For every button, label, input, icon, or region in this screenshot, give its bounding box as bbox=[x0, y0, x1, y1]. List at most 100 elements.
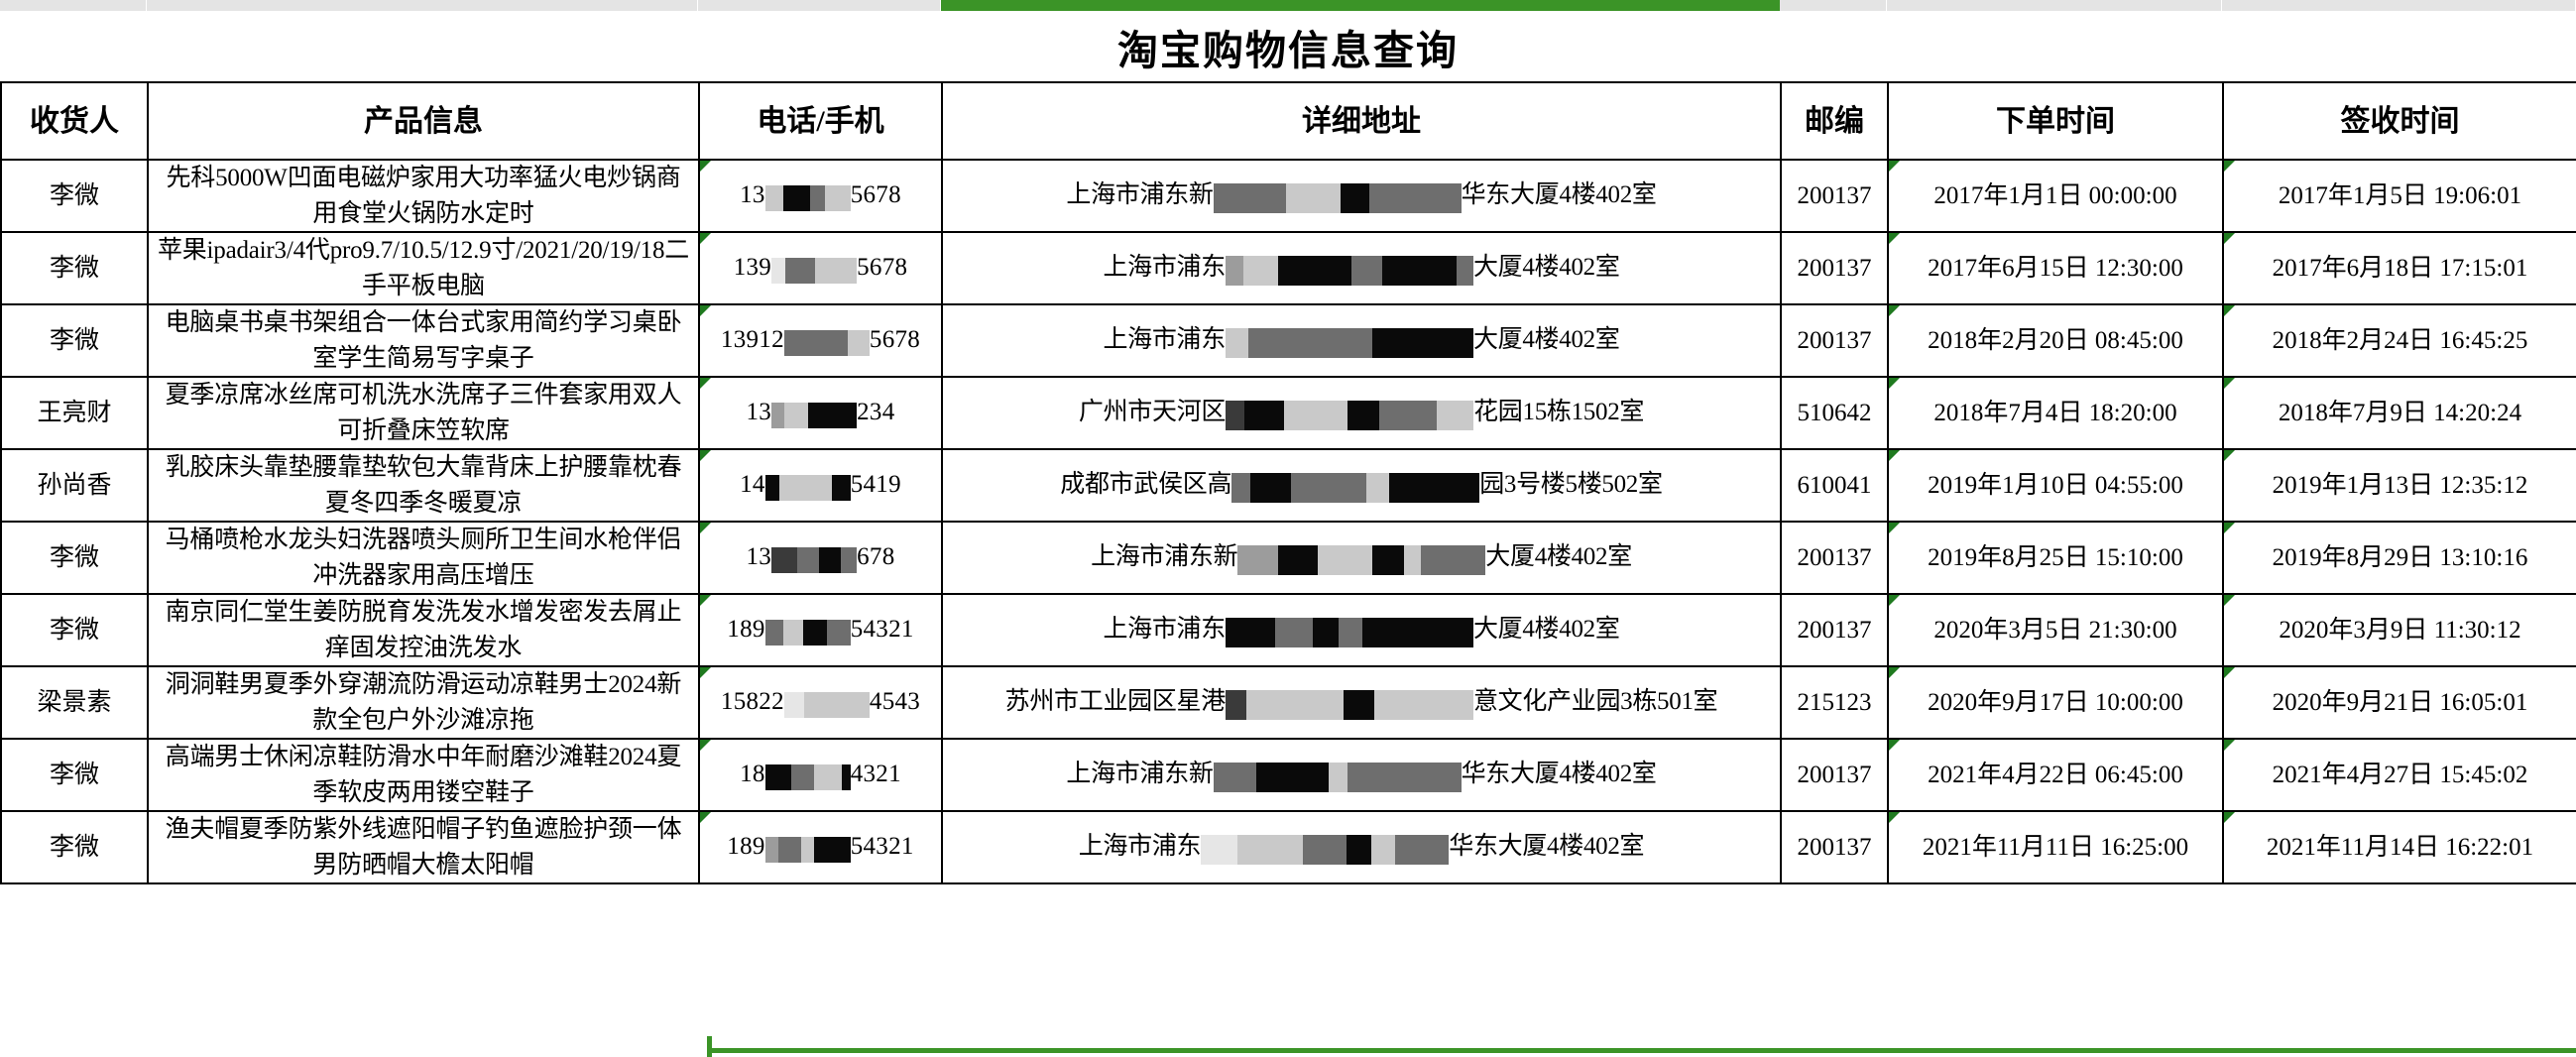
table-row[interactable]: 李微 苹果ipadair3/4代pro9.7/10.5/12.9寸/2021/20… bbox=[0, 231, 2576, 305]
cell-order-time[interactable]: 2020年9月17日 10:00:00 bbox=[1887, 665, 2224, 740]
cell-address[interactable]: 上海市浦东 大厦4楼402室 bbox=[941, 303, 1782, 378]
cell-address[interactable]: 上海市浦东 华东大厦4楼402室 bbox=[941, 810, 1782, 884]
cell-phone[interactable]: 189 54321 bbox=[698, 593, 943, 667]
column-header-segment-6[interactable] bbox=[2222, 0, 2576, 11]
table-row[interactable]: 李微 先科5000W凹面电磁炉家用大功率猛火电炒锅商用食堂火锅防水定时 13 5678… bbox=[0, 159, 2576, 233]
cell-order-time[interactable]: 2019年1月10日 04:55:00 bbox=[1887, 448, 2224, 523]
cell-address[interactable]: 广州市天河区 花园15栋1502室 bbox=[941, 376, 1782, 450]
cell-phone[interactable]: 13 678 bbox=[698, 521, 943, 595]
cell-product[interactable]: 渔夫帽夏季防紫外线遮阳帽子钓鱼遮脸护颈一体男防晒帽大檐太阳帽 bbox=[147, 810, 700, 884]
column-header-segment-4[interactable] bbox=[1780, 0, 1887, 11]
cell-recipient[interactable]: 梁景素 bbox=[0, 665, 149, 740]
cell-zipcode[interactable]: 200137 bbox=[1780, 521, 1889, 595]
cell-receive-time[interactable]: 2021年4月27日 15:45:02 bbox=[2222, 738, 2576, 812]
cell-order-time[interactable]: 2020年3月5日 21:30:00 bbox=[1887, 593, 2224, 667]
cell-product[interactable]: 南京同仁堂生姜防脱育发洗发水增发密发去屑止痒固发控油洗发水 bbox=[147, 593, 700, 667]
cell-address[interactable]: 成都市武侯区高 园3号楼5楼502室 bbox=[941, 448, 1782, 523]
cell-zipcode[interactable]: 215123 bbox=[1780, 665, 1889, 740]
col-header-order-time[interactable]: 下单时间 bbox=[1887, 81, 2224, 161]
column-header-strip[interactable] bbox=[0, 0, 2576, 11]
column-header-segment-2[interactable] bbox=[698, 0, 941, 11]
cell-phone[interactable]: 13 5678 bbox=[698, 159, 943, 233]
cell-phone[interactable]: 139 5678 bbox=[698, 231, 943, 305]
cell-phone[interactable]: 189 54321 bbox=[698, 810, 943, 884]
col-header-product[interactable]: 产品信息 bbox=[147, 81, 700, 161]
cell-product[interactable]: 洞洞鞋男夏季外穿潮流防滑运动凉鞋男士2024新款全包户外沙滩凉拖 bbox=[147, 665, 700, 740]
column-header-segment-5[interactable] bbox=[1887, 0, 2222, 11]
cell-recipient[interactable]: 李微 bbox=[0, 810, 149, 884]
table-row[interactable]: 孙尚香 乳胶床头靠垫腰靠垫软包大靠背床上护腰靠枕春夏冬四季冬暖夏凉 14 5419 成都… bbox=[0, 448, 2576, 523]
cell-product[interactable]: 电脑桌书桌书架组合一体台式家用简约学习桌卧室学生简易写字桌子 bbox=[147, 303, 700, 378]
cell-zipcode[interactable]: 200137 bbox=[1780, 159, 1889, 233]
cell-product[interactable]: 高端男士休闲凉鞋防滑水中年耐磨沙滩鞋2024夏季软皮两用镂空鞋子 bbox=[147, 738, 700, 812]
cell-receive-time[interactable]: 2018年2月24日 16:45:25 bbox=[2222, 303, 2576, 378]
cell-product[interactable]: 马桶喷枪水龙头妇洗器喷头厕所卫生间水枪伴侣冲洗器家用高压增压 bbox=[147, 521, 700, 595]
cell-order-time[interactable]: 2019年8月25日 15:10:00 bbox=[1887, 521, 2224, 595]
column-header-segment-1[interactable] bbox=[147, 0, 698, 11]
column-header-segment-0[interactable] bbox=[0, 0, 147, 11]
cell-zipcode[interactable]: 200137 bbox=[1780, 231, 1889, 305]
cell-recipient[interactable]: 王亮财 bbox=[0, 376, 149, 450]
cell-recipient[interactable]: 李微 bbox=[0, 521, 149, 595]
cell-order-time[interactable]: 2021年11月11日 16:25:00 bbox=[1887, 810, 2224, 884]
redaction-mask bbox=[1226, 397, 1474, 432]
cell-address[interactable]: 上海市浦东新 华东大厦4楼402室 bbox=[941, 159, 1782, 233]
cell-product[interactable]: 夏季凉席冰丝席可机洗水洗席子三件套家用双人可折叠床笠软席 bbox=[147, 376, 700, 450]
cell-receive-time[interactable]: 2019年1月13日 12:35:12 bbox=[2222, 448, 2576, 523]
cell-recipient[interactable]: 李微 bbox=[0, 738, 149, 812]
cell-phone[interactable]: 14 5419 bbox=[698, 448, 943, 523]
cell-zipcode[interactable]: 510642 bbox=[1780, 376, 1889, 450]
cell-recipient[interactable]: 李微 bbox=[0, 159, 149, 233]
col-header-phone[interactable]: 电话/手机 bbox=[698, 81, 943, 161]
cell-phone[interactable]: 13912 5678 bbox=[698, 303, 943, 378]
cell-product[interactable]: 乳胶床头靠垫腰靠垫软包大靠背床上护腰靠枕春夏冬四季冬暖夏凉 bbox=[147, 448, 700, 523]
column-header-segment-3[interactable] bbox=[941, 0, 1780, 11]
col-header-zipcode[interactable]: 邮编 bbox=[1780, 81, 1889, 161]
cell-zipcode[interactable]: 200137 bbox=[1780, 593, 1889, 667]
cell-address[interactable]: 上海市浦东 大厦4楼402室 bbox=[941, 231, 1782, 305]
comment-indicator-icon bbox=[2225, 741, 2235, 751]
cell-receive-time[interactable]: 2020年9月21日 16:05:01 bbox=[2222, 665, 2576, 740]
cell-address[interactable]: 苏州市工业园区星港 意文化产业园3栋501室 bbox=[941, 665, 1782, 740]
cell-receive-time[interactable]: 2021年11月14日 16:22:01 bbox=[2222, 810, 2576, 884]
redaction-mask bbox=[1225, 686, 1473, 722]
cell-product[interactable]: 先科5000W凹面电磁炉家用大功率猛火电炒锅商用食堂火锅防水定时 bbox=[147, 159, 700, 233]
col-header-receive-time[interactable]: 签收时间 bbox=[2222, 81, 2576, 161]
cell-zipcode[interactable]: 200137 bbox=[1780, 810, 1889, 884]
table-row[interactable]: 李微 电脑桌书桌书架组合一体台式家用简约学习桌卧室学生简易写字桌子 13912 567… bbox=[0, 303, 2576, 378]
cell-order-time[interactable]: 2018年2月20日 08:45:00 bbox=[1887, 303, 2224, 378]
cell-zipcode[interactable]: 200137 bbox=[1780, 738, 1889, 812]
table-row[interactable]: 王亮财 夏季凉席冰丝席可机洗水洗席子三件套家用双人可折叠床笠软席 13 234 广州市天… bbox=[0, 376, 2576, 450]
table-row[interactable]: 李微 高端男士休闲凉鞋防滑水中年耐磨沙滩鞋2024夏季软皮两用镂空鞋子 18 4321… bbox=[0, 738, 2576, 812]
cell-address[interactable]: 上海市浦东新 大厦4楼402室 bbox=[941, 521, 1782, 595]
redaction-mask bbox=[764, 759, 851, 794]
cell-address[interactable]: 上海市浦东新 华东大厦4楼402室 bbox=[941, 738, 1782, 812]
cell-recipient[interactable]: 李微 bbox=[0, 303, 149, 378]
cell-order-time[interactable]: 2018年7月4日 18:20:00 bbox=[1887, 376, 2224, 450]
table-row[interactable]: 李微 南京同仁堂生姜防脱育发洗发水增发密发去屑止痒固发控油洗发水 189 54321 上… bbox=[0, 593, 2576, 667]
cell-receive-time[interactable]: 2018年7月9日 14:20:24 bbox=[2222, 376, 2576, 450]
col-header-recipient[interactable]: 收货人 bbox=[0, 81, 149, 161]
cell-receive-time[interactable]: 2020年3月9日 11:30:12 bbox=[2222, 593, 2576, 667]
cell-receive-time[interactable]: 2017年6月18日 17:15:01 bbox=[2222, 231, 2576, 305]
cell-product[interactable]: 苹果ipadair3/4代pro9.7/10.5/12.9寸/2021/20/1… bbox=[147, 231, 700, 305]
col-header-address[interactable]: 详细地址 bbox=[941, 81, 1782, 161]
cell-receive-time[interactable]: 2017年1月5日 19:06:01 bbox=[2222, 159, 2576, 233]
cell-phone[interactable]: 18 4321 bbox=[698, 738, 943, 812]
cell-address[interactable]: 上海市浦东 大厦4楼402室 bbox=[941, 593, 1782, 667]
cell-order-time[interactable]: 2017年1月1日 00:00:00 bbox=[1887, 159, 2224, 233]
cell-order-time[interactable]: 2017年6月15日 12:30:00 bbox=[1887, 231, 2224, 305]
cell-zipcode[interactable]: 610041 bbox=[1780, 448, 1889, 523]
cell-order-time[interactable]: 2021年4月22日 06:45:00 bbox=[1887, 738, 2224, 812]
cell-receive-time[interactable]: 2019年8月29日 13:10:16 bbox=[2222, 521, 2576, 595]
cell-recipient[interactable]: 李微 bbox=[0, 593, 149, 667]
comment-indicator-icon bbox=[701, 524, 711, 533]
cell-phone[interactable]: 13 234 bbox=[698, 376, 943, 450]
cell-phone[interactable]: 15822 4543 bbox=[698, 665, 943, 740]
cell-recipient[interactable]: 李微 bbox=[0, 231, 149, 305]
cell-recipient[interactable]: 孙尚香 bbox=[0, 448, 149, 523]
cell-zipcode[interactable]: 200137 bbox=[1780, 303, 1889, 378]
table-row[interactable]: 梁景素 洞洞鞋男夏季外穿潮流防滑运动凉鞋男士2024新款全包户外沙滩凉拖 15822… bbox=[0, 665, 2576, 740]
table-row[interactable]: 李微 渔夫帽夏季防紫外线遮阳帽子钓鱼遮脸护颈一体男防晒帽大檐太阳帽 189 54321… bbox=[0, 810, 2576, 884]
table-row[interactable]: 李微 马桶喷枪水龙头妇洗器喷头厕所卫生间水枪伴侣冲洗器家用高压增压 13 678 上海市… bbox=[0, 521, 2576, 595]
